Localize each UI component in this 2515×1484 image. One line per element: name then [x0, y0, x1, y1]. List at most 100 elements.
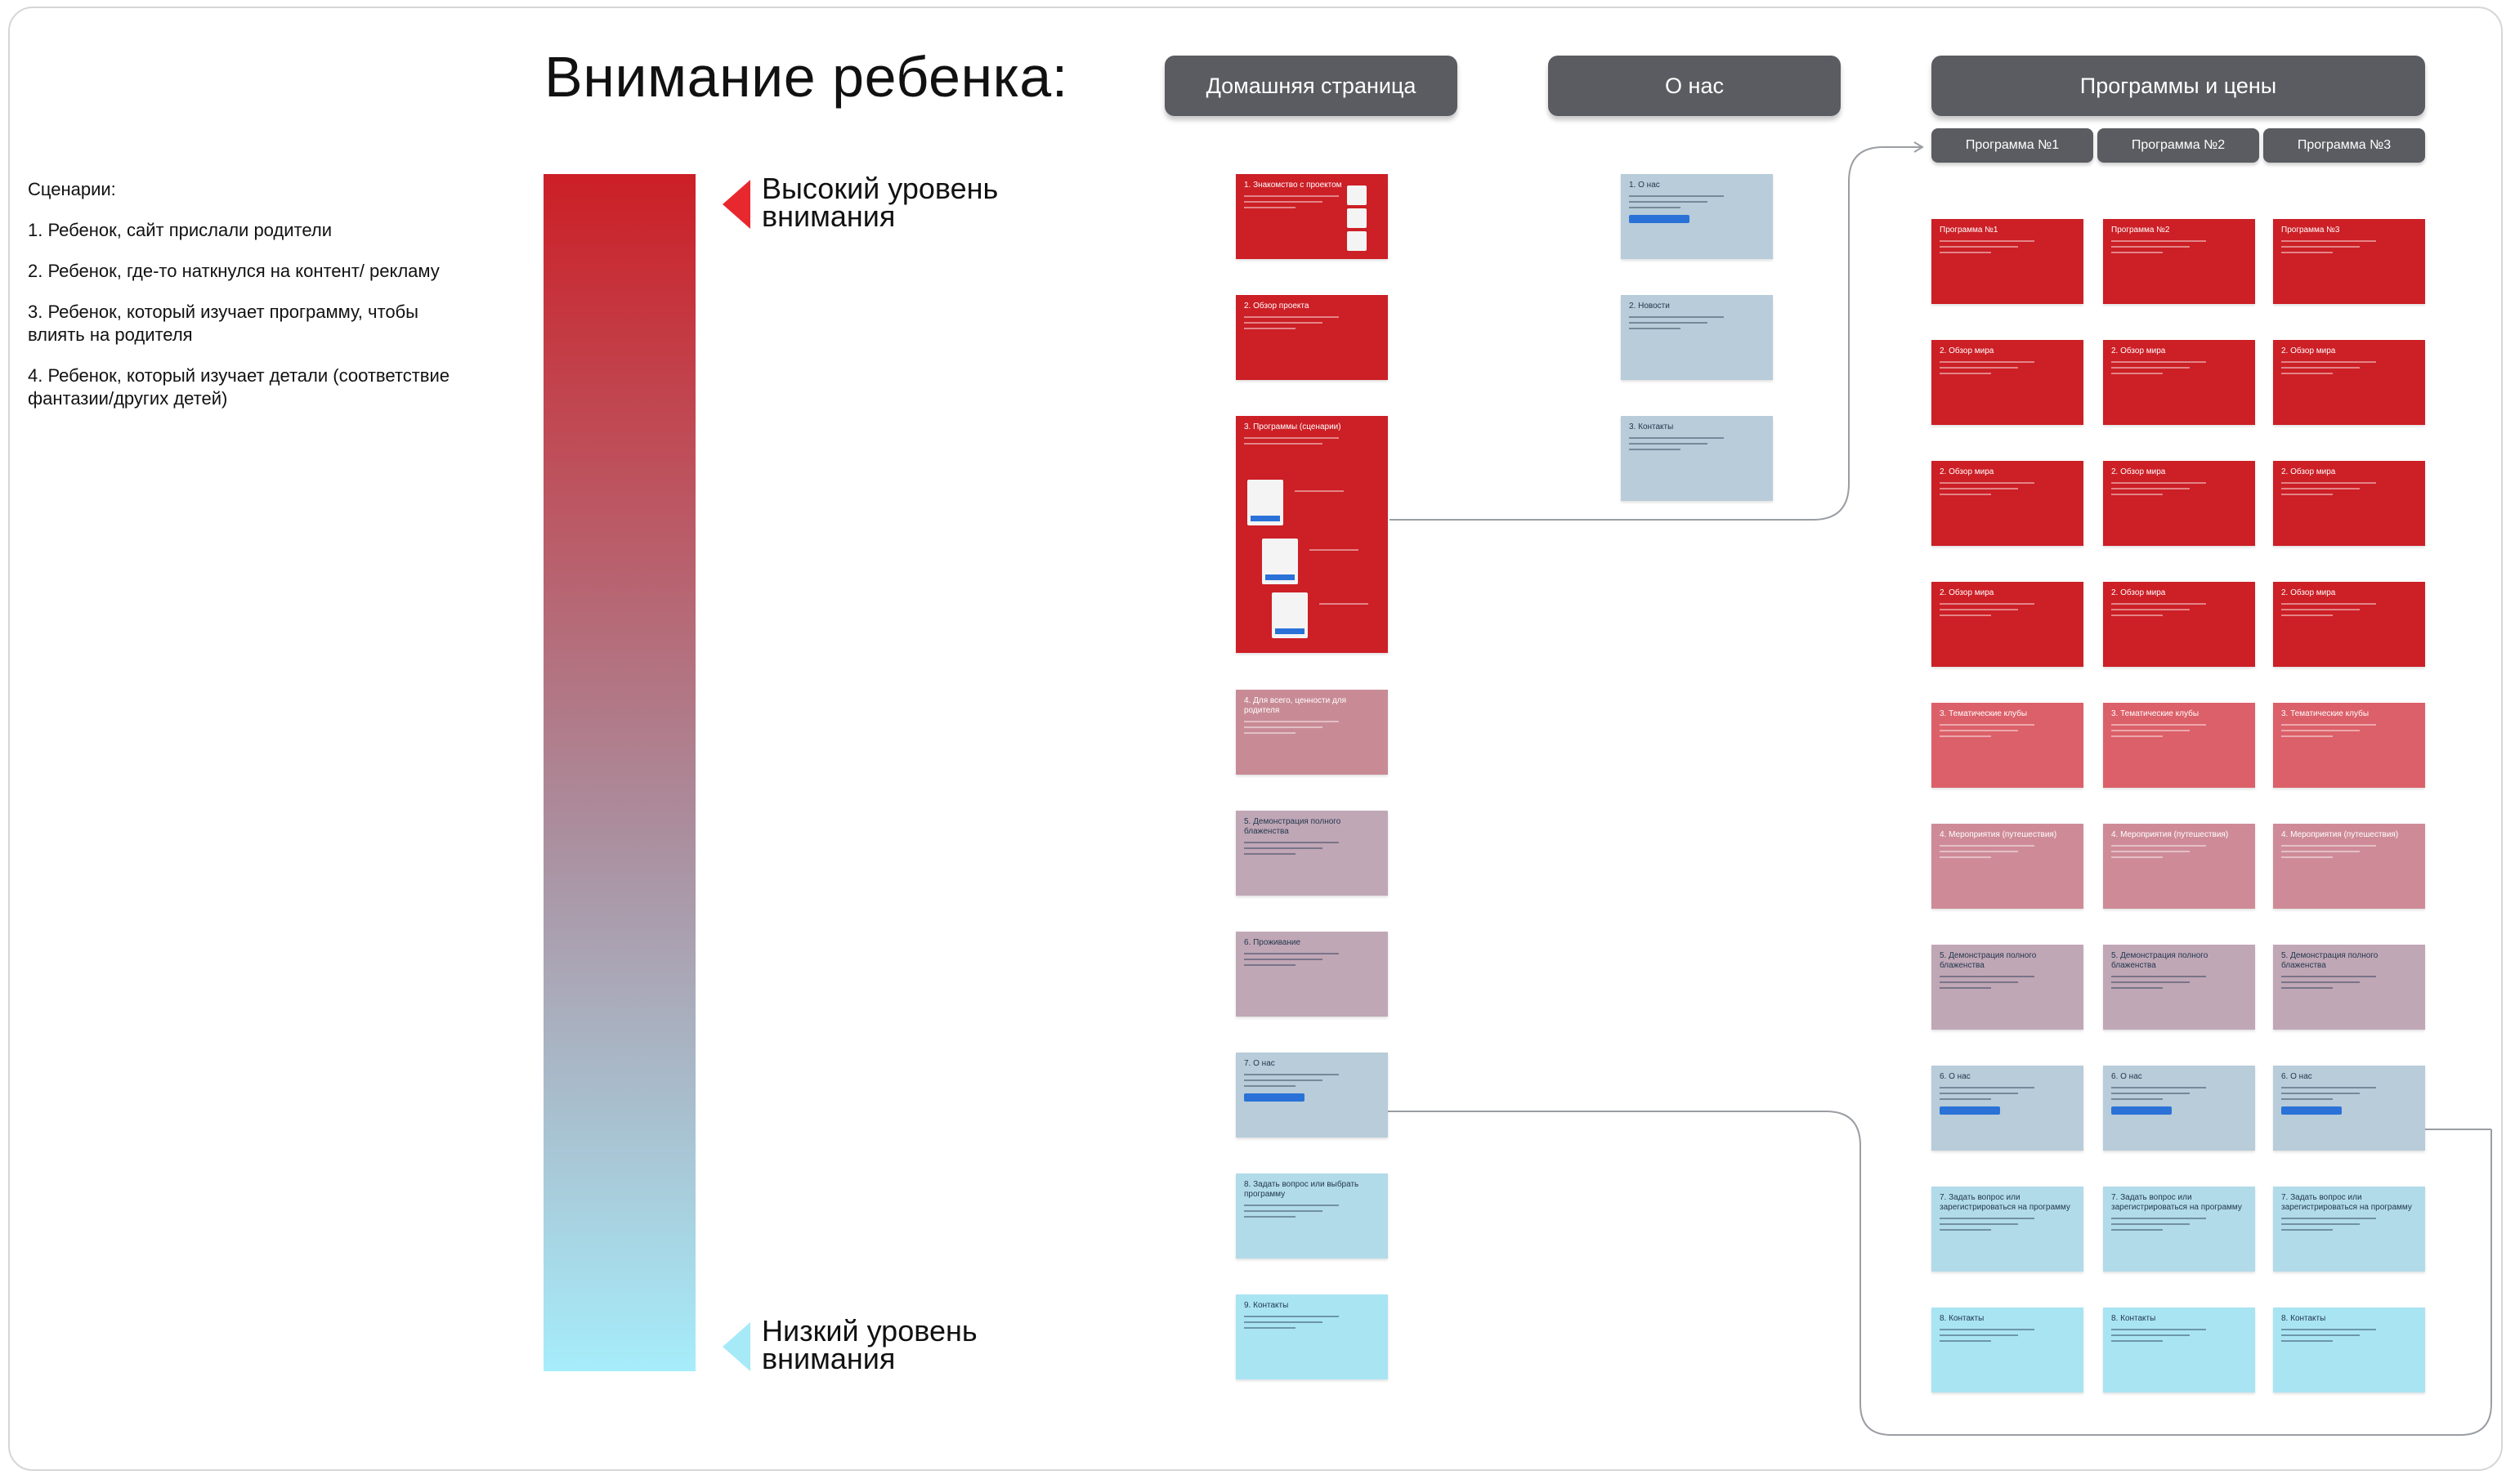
- slide-text-line: [2281, 482, 2377, 484]
- program-1-slide-card-6[interactable]: 4. Мероприятия (путешествия): [1931, 824, 2083, 909]
- slide-text-line: [2281, 609, 2361, 610]
- program-2-slide-card-7[interactable]: 5. Демонстрация полного блаженства: [2103, 945, 2255, 1030]
- slide-text-line: [1244, 732, 1296, 734]
- slide-text-line: [2111, 851, 2191, 852]
- home-slide-card-4[interactable]: 4. Для всего, ценности для родителя: [1236, 690, 1388, 775]
- slide-text-line: [1244, 195, 1340, 197]
- program-1-slide-card-4[interactable]: 2. Обзор мира: [1931, 582, 2083, 667]
- slide-card-title: 3. Тематические клубы: [1940, 709, 2028, 718]
- home-slide-card-8[interactable]: 8. Задать вопрос или выбрать программу: [1236, 1173, 1388, 1258]
- slide-text-line: [1940, 856, 1992, 858]
- slide-text-line: [2111, 981, 2191, 983]
- slide-text-line: [1629, 437, 1725, 439]
- slide-text-line: [1940, 735, 1992, 737]
- slide-cta-button: [2281, 1106, 2342, 1115]
- slide-text-line: [1244, 1321, 1323, 1323]
- program-2-slide-card-3[interactable]: 2. Обзор мира: [2103, 461, 2255, 546]
- slide-text-line: [1940, 987, 1992, 989]
- home-slide-card-2[interactable]: 2. Обзор проекта: [1236, 295, 1388, 380]
- program-2-slide-card-5[interactable]: 3. Тематические клубы: [2103, 703, 2255, 788]
- slide-card-title: 8. Контакты: [2111, 1314, 2156, 1323]
- slide-text-line: [2111, 1329, 2207, 1330]
- slide-card-title: 4. Для всего, ценности для родителя: [1244, 696, 1347, 715]
- slide-text-line: [1940, 482, 2035, 484]
- slide-text-line: [1244, 847, 1323, 849]
- program-2-slide-card-4[interactable]: 2. Обзор мира: [2103, 582, 2255, 667]
- scenario-4: 4. Ребенок, который изучает детали (соот…: [28, 365, 450, 409]
- slide-text-line: [1629, 449, 1681, 450]
- slide-text-line: [1940, 494, 1992, 495]
- program-1-slide-card-3[interactable]: 2. Обзор мира: [1931, 461, 2083, 546]
- tab-program-3[interactable]: Программа №3: [2263, 128, 2425, 163]
- home-slide-card-9[interactable]: 9. Контакты: [1236, 1294, 1388, 1379]
- slide-text-line: [2111, 488, 2191, 489]
- program-2-slide-card-9[interactable]: 7. Задать вопрос или зарегистрироваться …: [2103, 1187, 2255, 1272]
- slide-text-line: [1940, 976, 2035, 977]
- program-1-slide-card-2[interactable]: 2. Обзор мира: [1931, 340, 2083, 425]
- about-slide-card-3[interactable]: 3. Контакты: [1621, 416, 1773, 501]
- slide-card-title: 3. Программы (сценарии): [1244, 422, 1341, 431]
- home-slide-card-7[interactable]: 7. О нас: [1236, 1053, 1388, 1138]
- slide-text-line: [1244, 953, 1340, 954]
- slide-text-line: [1940, 724, 2035, 726]
- column-programs-header[interactable]: Программы и цены: [1931, 56, 2425, 116]
- slide-text-line: [1940, 1334, 2019, 1336]
- program-2-slide-card-6[interactable]: 4. Мероприятия (путешествия): [2103, 824, 2255, 909]
- program-2-slide-card-2[interactable]: 2. Обзор мира: [2103, 340, 2255, 425]
- slide-text-line: [2281, 240, 2377, 242]
- slide-cta-button: [2111, 1106, 2172, 1115]
- intro-preview-thumb: [1347, 208, 1367, 228]
- program-3-slide-card-4[interactable]: 2. Обзор мира: [2273, 582, 2425, 667]
- slide-card-title: Программа №2: [2111, 226, 2170, 235]
- program-3-slide-card-7[interactable]: 5. Демонстрация полного блаженства: [2273, 945, 2425, 1030]
- slide-card-title: 2. Обзор проекта: [1244, 302, 1309, 311]
- slide-card-title: 2. Обзор мира: [2111, 588, 2166, 597]
- home-slide-card-5[interactable]: 5. Демонстрация полного блаженства: [1236, 811, 1388, 896]
- home-slide-card-3[interactable]: 3. Программы (сценарии): [1236, 416, 1388, 653]
- about-slide-card-1[interactable]: 1. О нас: [1621, 174, 1773, 259]
- slide-text-line: [1940, 1218, 2035, 1219]
- program-1-slide-card-8[interactable]: 6. О нас: [1931, 1066, 2083, 1151]
- slide-text-line: [2281, 603, 2377, 605]
- program-3-slide-card-9[interactable]: 7. Задать вопрос или зарегистрироваться …: [2273, 1187, 2425, 1272]
- slide-text-line: [1940, 615, 1992, 616]
- tab-program-1[interactable]: Программа №1: [1931, 128, 2093, 163]
- column-home-header[interactable]: Домашняя страница: [1165, 56, 1457, 116]
- slide-text-line: [1940, 1087, 2035, 1088]
- program-2-slide-card-1[interactable]: Программа №2: [2103, 219, 2255, 304]
- slide-text-line: [1629, 207, 1681, 208]
- slide-text-line: [2281, 851, 2361, 852]
- slide-card-title: 2. Обзор мира: [1940, 588, 1994, 597]
- slide-text-line: [2111, 246, 2191, 248]
- slide-text-line: [1940, 845, 2035, 847]
- program-3-slide-card-1[interactable]: Программа №3: [2273, 219, 2425, 304]
- program-3-slide-card-10[interactable]: 8. Контакты: [2273, 1307, 2425, 1392]
- scenario-2: 2. Ребенок, где-то наткнулся на контент/…: [28, 261, 440, 281]
- program-1-slide-card-9[interactable]: 7. Задать вопрос или зарегистрироваться …: [1931, 1187, 2083, 1272]
- program-3-slide-card-6[interactable]: 4. Мероприятия (путешествия): [2273, 824, 2425, 909]
- slide-card-title: 2. Обзор мира: [2111, 467, 2166, 476]
- home-slide-card-6[interactable]: 6. Проживание: [1236, 932, 1388, 1017]
- home-slide-card-1[interactable]: 1. Знакомство с проектом: [1236, 174, 1388, 259]
- program-1-slide-card-5[interactable]: 3. Тематические клубы: [1931, 703, 2083, 788]
- program-3-slide-card-2[interactable]: 2. Обзор мира: [2273, 340, 2425, 425]
- slide-text-line: [1629, 443, 1708, 445]
- program-3-slide-card-3[interactable]: 2. Обзор мира: [2273, 461, 2425, 546]
- program-3-slide-card-5[interactable]: 3. Тематические клубы: [2273, 703, 2425, 788]
- slide-card-title: 6. О нас: [1940, 1072, 1971, 1081]
- program-1-slide-card-7[interactable]: 5. Демонстрация полного блаженства: [1931, 945, 2083, 1030]
- program-1-slide-card-10[interactable]: 8. Контакты: [1931, 1307, 2083, 1392]
- program-1-slide-card-1[interactable]: Программа №1: [1931, 219, 2083, 304]
- slide-card-title: 1. О нас: [1629, 181, 1660, 190]
- about-slide-card-2[interactable]: 2. Новости: [1621, 295, 1773, 380]
- program-2-slide-card-10[interactable]: 8. Контакты: [2103, 1307, 2255, 1392]
- program-3-slide-card-8[interactable]: 6. О нас: [2273, 1066, 2425, 1151]
- program-preview-caption: [1309, 549, 1358, 551]
- column-about-header[interactable]: О нас: [1548, 56, 1841, 116]
- slide-text-line: [2281, 1329, 2377, 1330]
- intro-preview-thumb: [1347, 231, 1367, 251]
- slide-text-line: [2111, 367, 2191, 369]
- program-2-slide-card-8[interactable]: 6. О нас: [2103, 1066, 2255, 1151]
- slide-card-title: 5. Демонстрация полного блаженства: [2281, 951, 2379, 970]
- tab-program-2[interactable]: Программа №2: [2097, 128, 2259, 163]
